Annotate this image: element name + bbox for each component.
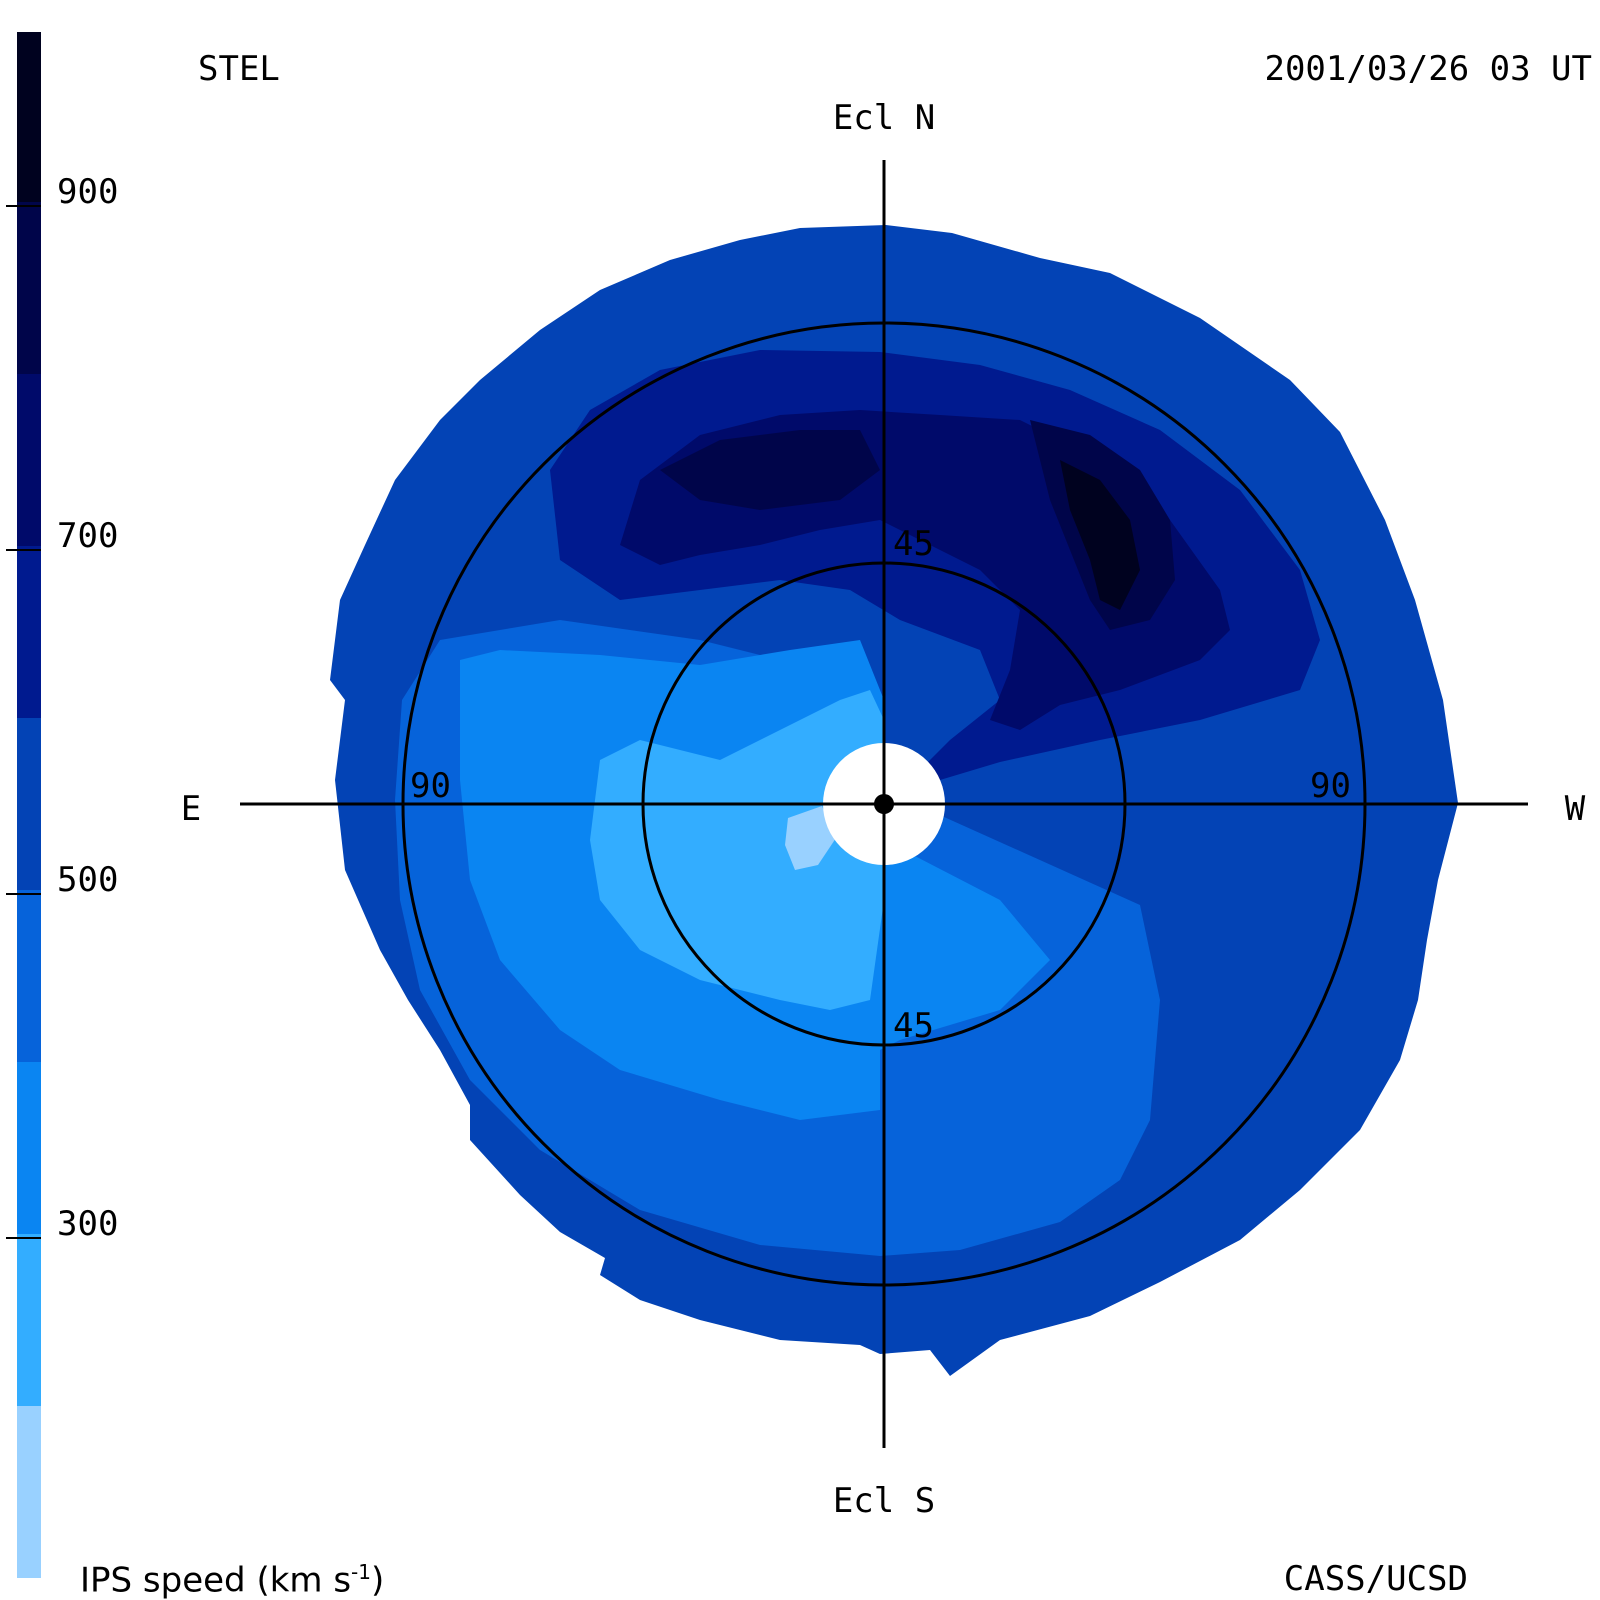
colorbar-level-3: [17, 1062, 41, 1234]
ring-label-45-top: 45: [893, 524, 934, 564]
timestamp-label: 2001/03/26 03 UT: [1264, 49, 1592, 89]
colorbar-title-unit-exponent: -1: [351, 1560, 371, 1584]
direction-label-west: W: [1565, 789, 1586, 829]
direction-label-north: Ecl N: [833, 98, 935, 138]
colorbar-level-9: [17, 32, 41, 202]
colorbar-level-2: [17, 1234, 41, 1406]
ring-label-90-east: 90: [410, 766, 451, 806]
colorbar-level-8: [17, 202, 41, 374]
colorbar-tick-label-300: 300: [57, 1204, 118, 1244]
colorbar-level-7: [17, 374, 41, 546]
colorbar-level-6: [17, 546, 41, 718]
speed-region-100-200: [785, 806, 836, 870]
credit-label: CASS/UCSD: [1283, 1559, 1468, 1599]
colorbar-level-1: [17, 1406, 41, 1578]
colorbar-level-4: [17, 890, 41, 1062]
station-label: STEL: [198, 49, 280, 89]
colorbar: [6, 32, 41, 1578]
speed-region-900-1000: [1060, 460, 1140, 610]
speed-region-200-300: [590, 690, 884, 1010]
colorbar-tick-label-500: 500: [57, 860, 118, 900]
colorbar-title: IPS speed (km s-1): [80, 1562, 384, 1597]
ring-label-45-bottom: 45: [893, 1006, 934, 1046]
speed-region-800-900: [660, 430, 880, 510]
direction-label-south: Ecl S: [833, 1481, 935, 1521]
colorbar-tick-label-700: 700: [57, 516, 118, 556]
colorbar-title-close: ): [371, 1560, 385, 1600]
ring-label-90-west: 90: [1310, 766, 1351, 806]
colorbar-level-5: [17, 718, 41, 890]
colorbar-title-text: IPS speed (km s: [80, 1560, 352, 1600]
direction-label-east: E: [181, 789, 201, 829]
colorbar-tick-label-900: 900: [57, 172, 118, 212]
